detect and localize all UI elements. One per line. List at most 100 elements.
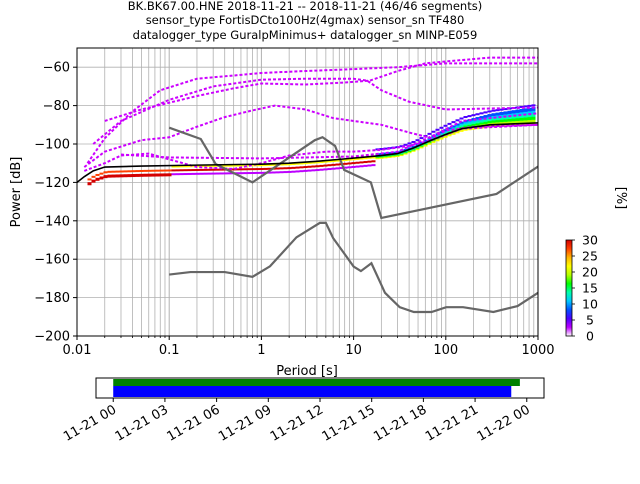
density-cell xyxy=(495,114,500,118)
density-cell xyxy=(319,164,324,167)
density-cell xyxy=(427,138,432,141)
density-cell xyxy=(175,169,180,172)
density-cell xyxy=(215,172,220,175)
density-cell xyxy=(487,110,492,113)
density-cell xyxy=(363,157,368,160)
density-cell xyxy=(439,132,444,135)
density-cell xyxy=(475,117,480,120)
density-cell xyxy=(439,133,444,136)
density-cell xyxy=(471,114,476,117)
density-cell xyxy=(239,168,244,171)
density-cell xyxy=(155,169,160,172)
density-cell xyxy=(483,111,488,114)
density-cell xyxy=(435,139,440,142)
noise-model-nhnm xyxy=(168,126,538,220)
density-cell xyxy=(147,173,152,177)
time-tick-label: 11-21 09 xyxy=(216,402,274,444)
density-cell xyxy=(347,166,352,169)
density-cell xyxy=(499,116,504,120)
density-cell xyxy=(151,173,156,177)
density-cell xyxy=(167,173,172,177)
density-cell xyxy=(119,174,124,178)
time-tick-label: 11-21 12 xyxy=(268,402,326,444)
y-axis-label: Power [dB] xyxy=(9,157,24,228)
density-cell xyxy=(303,162,308,165)
density-cell xyxy=(355,165,360,168)
density-cell xyxy=(123,170,128,173)
y-tick-label: −80 xyxy=(43,99,70,114)
density-cell xyxy=(507,120,512,125)
density-cell xyxy=(335,163,340,166)
density-cell xyxy=(483,115,488,118)
density-cell xyxy=(463,121,468,124)
density-cell xyxy=(151,169,156,172)
density-cell xyxy=(275,171,280,174)
density-cell xyxy=(127,174,132,178)
density-cell xyxy=(463,125,468,128)
density-cell xyxy=(451,126,456,129)
density-cell xyxy=(187,172,192,175)
density-cell xyxy=(507,123,512,127)
density-cell xyxy=(235,172,240,175)
percentile-curve xyxy=(120,112,538,160)
density-cell xyxy=(507,110,512,114)
density-cell xyxy=(487,118,492,122)
density-cell xyxy=(307,161,312,164)
colorbar-tick-label: 0 xyxy=(586,329,594,344)
time-tick-label: 11-21 06 xyxy=(164,402,222,444)
density-cell xyxy=(223,164,228,167)
density-cell xyxy=(511,112,516,117)
colorbar-gradient xyxy=(565,239,573,337)
density-cell xyxy=(139,169,144,172)
density-cell xyxy=(99,176,104,180)
density-cell xyxy=(411,140,416,143)
density-cell xyxy=(179,169,184,172)
density-cell xyxy=(327,160,332,163)
density-cell xyxy=(515,117,520,121)
density-cell xyxy=(207,164,212,167)
density-cell xyxy=(351,158,356,161)
density-cell xyxy=(431,130,436,133)
density-cell xyxy=(499,114,504,118)
density-cell xyxy=(515,114,520,119)
y-tick-label: −60 xyxy=(43,61,70,76)
density-cell xyxy=(283,167,288,170)
density-cell xyxy=(359,157,364,160)
density-cell xyxy=(135,173,140,177)
density-cell xyxy=(435,128,440,131)
density-cell xyxy=(455,126,460,129)
y-tick-label: −180 xyxy=(34,291,70,306)
density-cell xyxy=(383,147,388,150)
y-tick-label: −160 xyxy=(34,253,70,268)
percentile-curve xyxy=(104,56,538,122)
density-cell xyxy=(159,173,164,177)
y-tick-label: −120 xyxy=(34,176,70,191)
density-cell xyxy=(343,166,348,169)
density-cell xyxy=(211,168,216,171)
density-cell xyxy=(527,107,532,112)
density-cell xyxy=(219,168,224,171)
density-cell xyxy=(371,160,376,163)
density-cell xyxy=(243,168,248,171)
density-cell xyxy=(343,158,348,161)
density-cell xyxy=(491,109,496,112)
density-cell xyxy=(467,120,472,124)
density-cell xyxy=(379,148,384,151)
density-cell xyxy=(279,163,284,166)
percentile-curve xyxy=(83,123,538,172)
coverage-bars xyxy=(113,379,520,397)
density-cell xyxy=(155,173,160,177)
density-cell xyxy=(443,131,448,134)
density-cell xyxy=(515,112,520,116)
density-cell xyxy=(191,172,196,175)
density-cell xyxy=(479,112,484,115)
chart-title-line-2: sensor_type FortisDCto100Hz(4gmax) senso… xyxy=(146,13,465,27)
density-cell xyxy=(447,122,452,125)
density-cell xyxy=(507,118,512,122)
density-cell xyxy=(243,172,248,175)
density-cell xyxy=(363,164,368,167)
density-cell xyxy=(103,175,108,179)
density-cell xyxy=(171,173,176,176)
